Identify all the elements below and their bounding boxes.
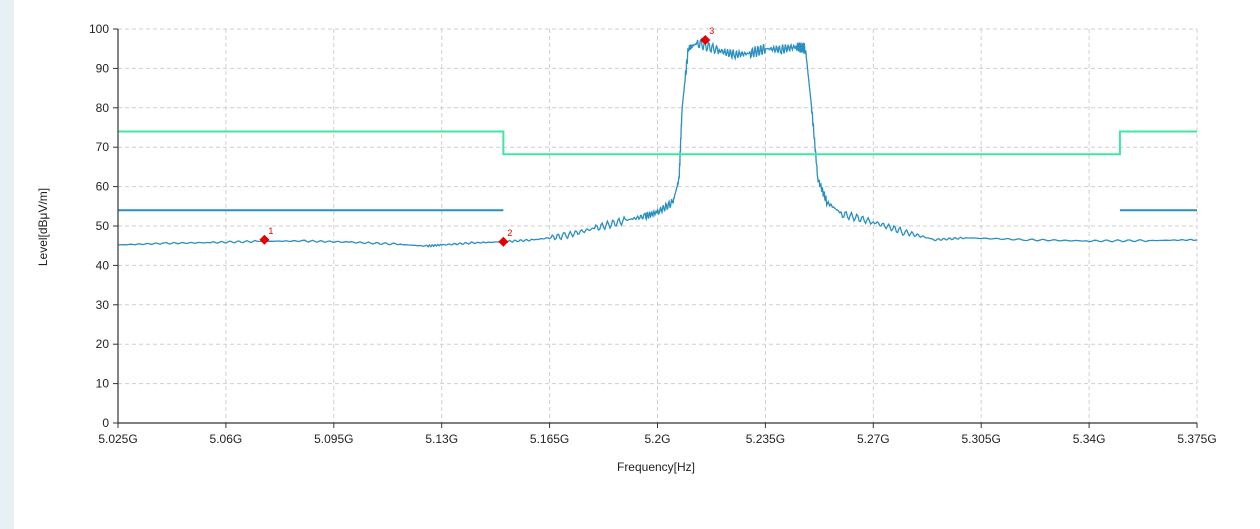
y-tick-label: 100	[89, 22, 109, 36]
marker-3	[700, 35, 711, 46]
peak-limit-line	[118, 130, 1197, 156]
marker-label-1: 1	[268, 226, 273, 236]
marker-label-3: 3	[709, 26, 714, 36]
x-tick-label: 5.13G	[425, 432, 458, 446]
axes: 5.025G 5.06G 5.095G 5.13G 5.165G 5.2G 5.235G 5.…	[89, 22, 1217, 446]
x-tick-label: 5.305G	[962, 432, 1001, 446]
x-tick-label: 5.2G	[644, 432, 670, 446]
x-tick-label: 5.025G	[98, 432, 137, 446]
window-edge	[0, 0, 14, 529]
y-tick-label: 80	[96, 101, 110, 115]
marker-2	[498, 236, 509, 247]
y-tick-label: 30	[96, 298, 110, 312]
x-tick-label: 5.27G	[857, 432, 890, 446]
x-tick-label: 5.375G	[1177, 432, 1216, 446]
y-tick-label: 90	[96, 61, 110, 75]
y-axis-title: Level[dBμV/m]	[36, 188, 50, 266]
y-tick-label: 10	[96, 377, 110, 391]
y-tick-label: 0	[102, 416, 109, 430]
grid	[118, 28, 1198, 423]
y-tick-label: 50	[96, 219, 110, 233]
x-tick-label: 5.165G	[530, 432, 569, 446]
y-tick-label: 70	[96, 140, 110, 154]
x-tick-label: 5.235G	[746, 432, 785, 446]
series-layer	[118, 37, 1198, 248]
y-tick-label: 60	[96, 180, 110, 194]
markers: 1 2 3	[259, 26, 714, 247]
x-tick-label: 5.095G	[314, 432, 353, 446]
x-tick-label: 5.06G	[210, 432, 243, 446]
marker-1	[259, 234, 270, 245]
measurement-trace	[118, 37, 1198, 248]
x-tick-label: 5.34G	[1073, 432, 1106, 446]
y-tick-label: 20	[96, 337, 110, 351]
y-tick-label: 40	[96, 258, 110, 272]
x-axis-title: Frequency[Hz]	[617, 460, 695, 474]
marker-label-2: 2	[507, 228, 512, 238]
